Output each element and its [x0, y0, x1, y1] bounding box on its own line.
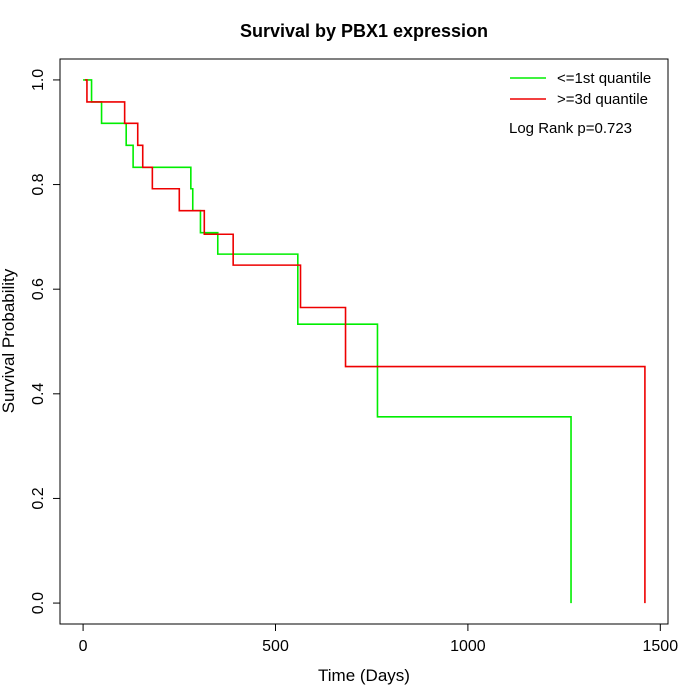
plot-frame: [59, 58, 669, 625]
x-tick-label: 1000: [450, 638, 486, 655]
x-tick-label: 1500: [643, 638, 679, 655]
series-2-curve: [85, 79, 646, 604]
series-layer: [83, 79, 646, 604]
y-tick-label: 1.0: [30, 69, 47, 91]
log-rank-annotation: Log Rank p=0.723: [509, 120, 632, 137]
legend: <=1st quantile >=3d quantile: [510, 70, 651, 108]
y-axis-label: Survival Probability: [0, 268, 18, 413]
x-tick-label: 0: [79, 638, 88, 655]
y-tick-label: 0.0: [30, 592, 47, 614]
y-axis: 0.0 0.2 0.4 0.6 0.8 1.0: [30, 69, 60, 614]
legend-label-1: <=1st quantile: [557, 70, 651, 87]
y-tick-label: 0.8: [30, 173, 47, 195]
y-tick-label: 0.2: [30, 487, 47, 509]
x-axis-label: Time (Days): [318, 666, 410, 685]
x-axis: 0 500 1000 1500: [79, 624, 679, 655]
legend-label-2: >=3d quantile: [557, 91, 648, 108]
chart-title: Survival by PBX1 expression: [240, 21, 488, 41]
y-tick-label: 0.4: [30, 383, 47, 405]
series-1-curve: [83, 79, 572, 604]
x-tick-label: 500: [262, 638, 289, 655]
y-tick-label: 0.6: [30, 278, 47, 300]
